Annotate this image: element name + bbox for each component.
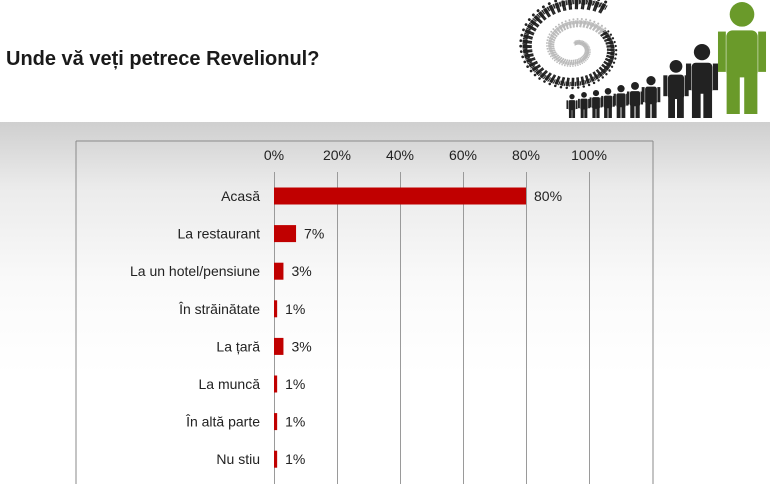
value-label: 1% [285,414,305,430]
bar [274,225,297,243]
bar [274,300,278,318]
category-label: La un hotel/pensiune [130,263,260,279]
bars [274,187,526,468]
value-label: 3% [291,338,311,354]
x-tick-label: 100% [571,147,607,163]
bar [274,262,284,280]
category-label: În altă parte [185,414,260,430]
x-tick-label: 80% [512,147,540,163]
chart-area [0,122,770,484]
bar [274,413,278,431]
category-label: Acasă [221,188,260,204]
x-tick-label: 0% [264,147,284,163]
value-label: 1% [285,376,305,392]
x-tick-label: 60% [449,147,477,163]
bar [274,337,284,355]
chart-grid [75,140,654,484]
people-spiral-logo-icon [519,0,767,118]
page-title: Unde vă veți petrece Revelionul? [6,48,320,70]
header: Unde vă veți petrece Revelionul? [0,0,770,122]
category-label: La restaurant [178,226,261,242]
value-label: 3% [291,263,311,279]
value-labels: 80% 7% 3% 1% 3% 1% 1% 1% [285,188,562,467]
category-label: În străinătate [178,301,260,317]
x-tick-label: 40% [386,147,414,163]
value-label: 1% [285,451,305,467]
value-label: 80% [534,188,562,204]
bar [274,450,278,468]
x-axis-ticks: 0% 20% 40% 60% 80% 100% [264,147,607,163]
bar [274,187,526,205]
category-label: La muncă [199,376,261,392]
bar [274,375,278,393]
category-label: Nu stiu [216,451,260,467]
value-label: 1% [285,301,305,317]
category-labels: Acasă La restaurant La un hotel/pensiune În… [130,188,260,467]
value-label: 7% [304,226,324,242]
x-tick-label: 20% [323,147,351,163]
category-label: La țară [216,338,260,354]
